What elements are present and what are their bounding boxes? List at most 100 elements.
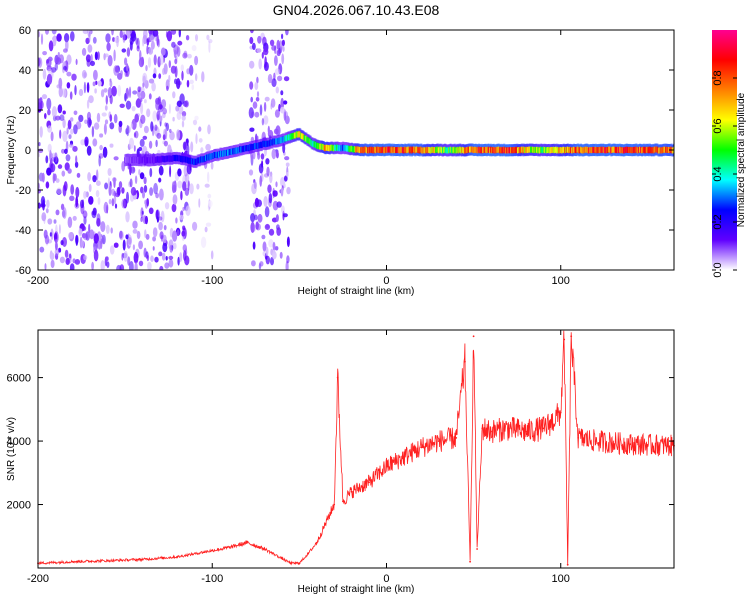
noise-speck [185, 35, 190, 41]
noise-speck [164, 202, 170, 210]
y-axis-label: SNR (10 * v/v) [6, 417, 17, 481]
noise-speck [117, 72, 123, 80]
noise-speck [172, 230, 178, 242]
noise-speck [182, 244, 187, 252]
noise-speck [154, 124, 158, 131]
noise-speck [121, 161, 126, 172]
snr-point [228, 546, 231, 549]
noise-speck [122, 31, 126, 43]
noise-speck [69, 263, 75, 270]
snr-frame [37, 329, 675, 569]
noise-speck [125, 211, 130, 223]
noise-speck [50, 228, 54, 241]
noise-speck [254, 111, 260, 118]
noise-speck [92, 175, 97, 183]
noise-speck [185, 205, 191, 216]
noise-speck [206, 34, 210, 41]
noise-speck [109, 114, 113, 122]
noise-speck [57, 104, 63, 114]
noise-speck [45, 181, 50, 189]
noise-speck [155, 139, 158, 148]
noise-speck [250, 221, 255, 233]
noise-speck [263, 48, 269, 56]
noise-speck [138, 240, 144, 250]
noise-speck [269, 39, 275, 46]
noise-speck [140, 102, 144, 115]
noise-speck [145, 233, 150, 240]
noise-speck [171, 41, 176, 48]
noise-speck [265, 255, 270, 265]
noise-speck [122, 239, 126, 251]
noise-speck [274, 55, 278, 66]
noise-speck [152, 246, 155, 251]
noise-speck [154, 256, 159, 263]
noise-speck [50, 131, 54, 142]
noise-speck [46, 199, 50, 209]
x-tick-label: -100 [201, 573, 223, 585]
noise-speck [63, 65, 67, 71]
noise-speck [70, 184, 75, 195]
noise-speck [276, 39, 280, 51]
noise-speck [78, 228, 83, 235]
noise-speck [121, 252, 124, 261]
noise-speck [192, 119, 198, 126]
noise-speck [155, 192, 160, 199]
snr-point [551, 421, 553, 423]
noise-speck [69, 91, 73, 100]
snr-point [315, 541, 318, 544]
snr-point [403, 456, 405, 458]
noise-speck [195, 133, 198, 145]
noise-speck [286, 186, 291, 195]
noise-speck [85, 231, 90, 241]
noise-speck [47, 68, 53, 74]
noise-speck [190, 141, 194, 153]
noise-speck [182, 52, 188, 59]
noise-speck [67, 119, 72, 130]
noise-speck [123, 250, 128, 262]
noise-speck [95, 190, 100, 198]
noise-speck [169, 244, 173, 253]
noise-speck [248, 107, 254, 119]
noise-speck [263, 101, 267, 112]
noise-speck [196, 183, 200, 190]
snr-point [385, 465, 388, 468]
noise-speck [162, 234, 167, 244]
noise-speck [274, 246, 279, 251]
noise-speck [268, 228, 275, 236]
noise-speck [175, 105, 180, 112]
noise-speck [134, 113, 139, 123]
noise-speck [257, 35, 262, 44]
noise-speck [172, 184, 177, 193]
noise-speck [263, 61, 269, 72]
noise-speck [253, 224, 256, 232]
noise-speck [137, 86, 141, 93]
noise-speck [264, 96, 270, 102]
noise-speck [47, 125, 52, 133]
noise-speck [143, 185, 148, 193]
noise-speck [52, 157, 57, 162]
noise-speck [67, 168, 72, 174]
noise-speck [59, 114, 65, 121]
noise-speck [210, 250, 214, 260]
noise-speck [109, 94, 113, 105]
noise-speck [73, 124, 78, 135]
noise-speck [168, 259, 174, 268]
noise-speck [254, 82, 259, 90]
noise-speck [148, 140, 153, 149]
snr-point [559, 411, 562, 414]
noise-speck [136, 230, 141, 240]
noise-speck [73, 110, 78, 116]
noise-speck [40, 100, 44, 109]
noise-speck [108, 185, 112, 197]
noise-speck [146, 108, 151, 118]
noise-speck [61, 88, 67, 98]
noise-speck [282, 45, 285, 52]
noise-speck [140, 90, 146, 100]
noise-speck [81, 69, 87, 79]
noise-speck [143, 125, 149, 134]
noise-speck [106, 261, 110, 268]
noise-speck [179, 214, 184, 221]
noise-speck [50, 163, 56, 173]
noise-speck [267, 73, 273, 84]
noise-speck [158, 165, 164, 176]
